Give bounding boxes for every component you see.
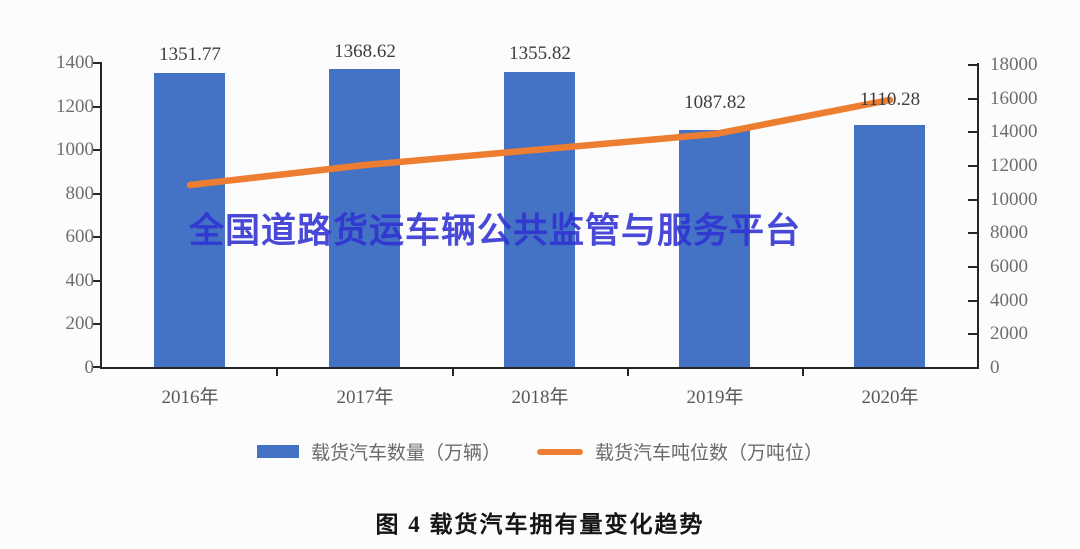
right-axis-tick — [968, 64, 978, 66]
right-axis-tick — [968, 165, 978, 167]
right-axis-label: 2000 — [990, 323, 1028, 344]
left-axis-tick — [92, 106, 101, 108]
right-axis-tick — [968, 333, 978, 335]
bar-value-label: 1110.28 — [859, 89, 921, 110]
right-axis-label: 4000 — [990, 290, 1028, 311]
tonnage-line-chart — [186, 96, 894, 189]
left-axis-label: 1400 — [56, 52, 94, 73]
x-axis-tick — [802, 368, 804, 376]
left-axis-label: 200 — [65, 313, 95, 334]
left-axis-label: 600 — [65, 226, 95, 247]
bar-2020 — [854, 125, 925, 367]
figure-caption: 图 4 载货汽车拥有量变化趋势 — [375, 512, 705, 537]
legend-line-swatch — [537, 448, 583, 455]
chart-legend: 载货汽车数量（万辆） 载货汽车吨位数（万吨位） — [0, 438, 1080, 465]
right-axis-tick — [968, 300, 978, 302]
x-axis-category-label: 2017年 — [336, 387, 394, 408]
legend-bar-swatch — [256, 445, 299, 458]
left-axis-tick — [92, 366, 101, 368]
x-axis-tick — [276, 368, 278, 376]
left-axis-label: 0 — [84, 357, 95, 378]
left-axis-label: 1200 — [56, 96, 94, 117]
x-axis-category-label: 2019年 — [686, 387, 744, 408]
right-axis-tick — [968, 232, 978, 234]
x-axis-category-label: 2016年 — [161, 387, 219, 408]
bar-value-label: 1351.77 — [159, 44, 221, 65]
left-axis-tick — [92, 323, 101, 325]
left-axis-tick — [92, 236, 101, 238]
bar-2017 — [329, 69, 400, 367]
left-axis-tick — [92, 193, 101, 195]
left-axis-label: 1000 — [56, 139, 94, 160]
right-axis-label: 16000 — [990, 88, 1038, 109]
right-axis-label: 12000 — [990, 155, 1038, 176]
x-axis-category-label: 2018年 — [511, 387, 569, 408]
left-axis-label: 400 — [65, 270, 95, 291]
tonnage-line — [186, 96, 894, 189]
right-axis-tick — [968, 131, 978, 133]
right-axis-label: 0 — [990, 357, 1000, 378]
right-axis-label: 18000 — [990, 54, 1038, 75]
x-axis-category-label: 2020年 — [861, 387, 919, 408]
legend-line-label: 载货汽车吨位数（万吨位） — [595, 443, 824, 464]
x-axis-tick — [627, 368, 629, 376]
right-axis-label: 8000 — [990, 222, 1028, 243]
bar-value-label: 1368.62 — [334, 41, 396, 62]
bar-value-label: 1087.82 — [684, 92, 746, 113]
bar-value-label: 1355.82 — [509, 43, 571, 64]
bar-2018 — [504, 72, 575, 367]
legend-bar-label: 载货汽车数量（万辆） — [310, 443, 501, 464]
right-axis-label: 6000 — [990, 256, 1028, 277]
right-axis-tick — [968, 266, 978, 268]
right-axis-label: 10000 — [990, 189, 1038, 210]
right-axis-tick — [968, 98, 978, 100]
bar-2016 — [154, 73, 225, 367]
right-axis-tick — [968, 199, 978, 201]
right-axis-spine — [977, 63, 979, 369]
right-axis-label: 14000 — [990, 121, 1038, 142]
left-axis-spine — [100, 62, 102, 369]
left-axis-tick — [92, 149, 101, 151]
left-axis-tick — [92, 62, 101, 64]
watermark-text: 全国道路货运车辆公共监管与服务平台 — [188, 211, 802, 251]
left-axis-label: 800 — [65, 183, 95, 204]
bar-2019 — [679, 130, 750, 367]
bottom-axis-spine — [100, 367, 979, 369]
x-axis-tick — [452, 368, 454, 376]
left-axis-tick — [92, 280, 101, 282]
